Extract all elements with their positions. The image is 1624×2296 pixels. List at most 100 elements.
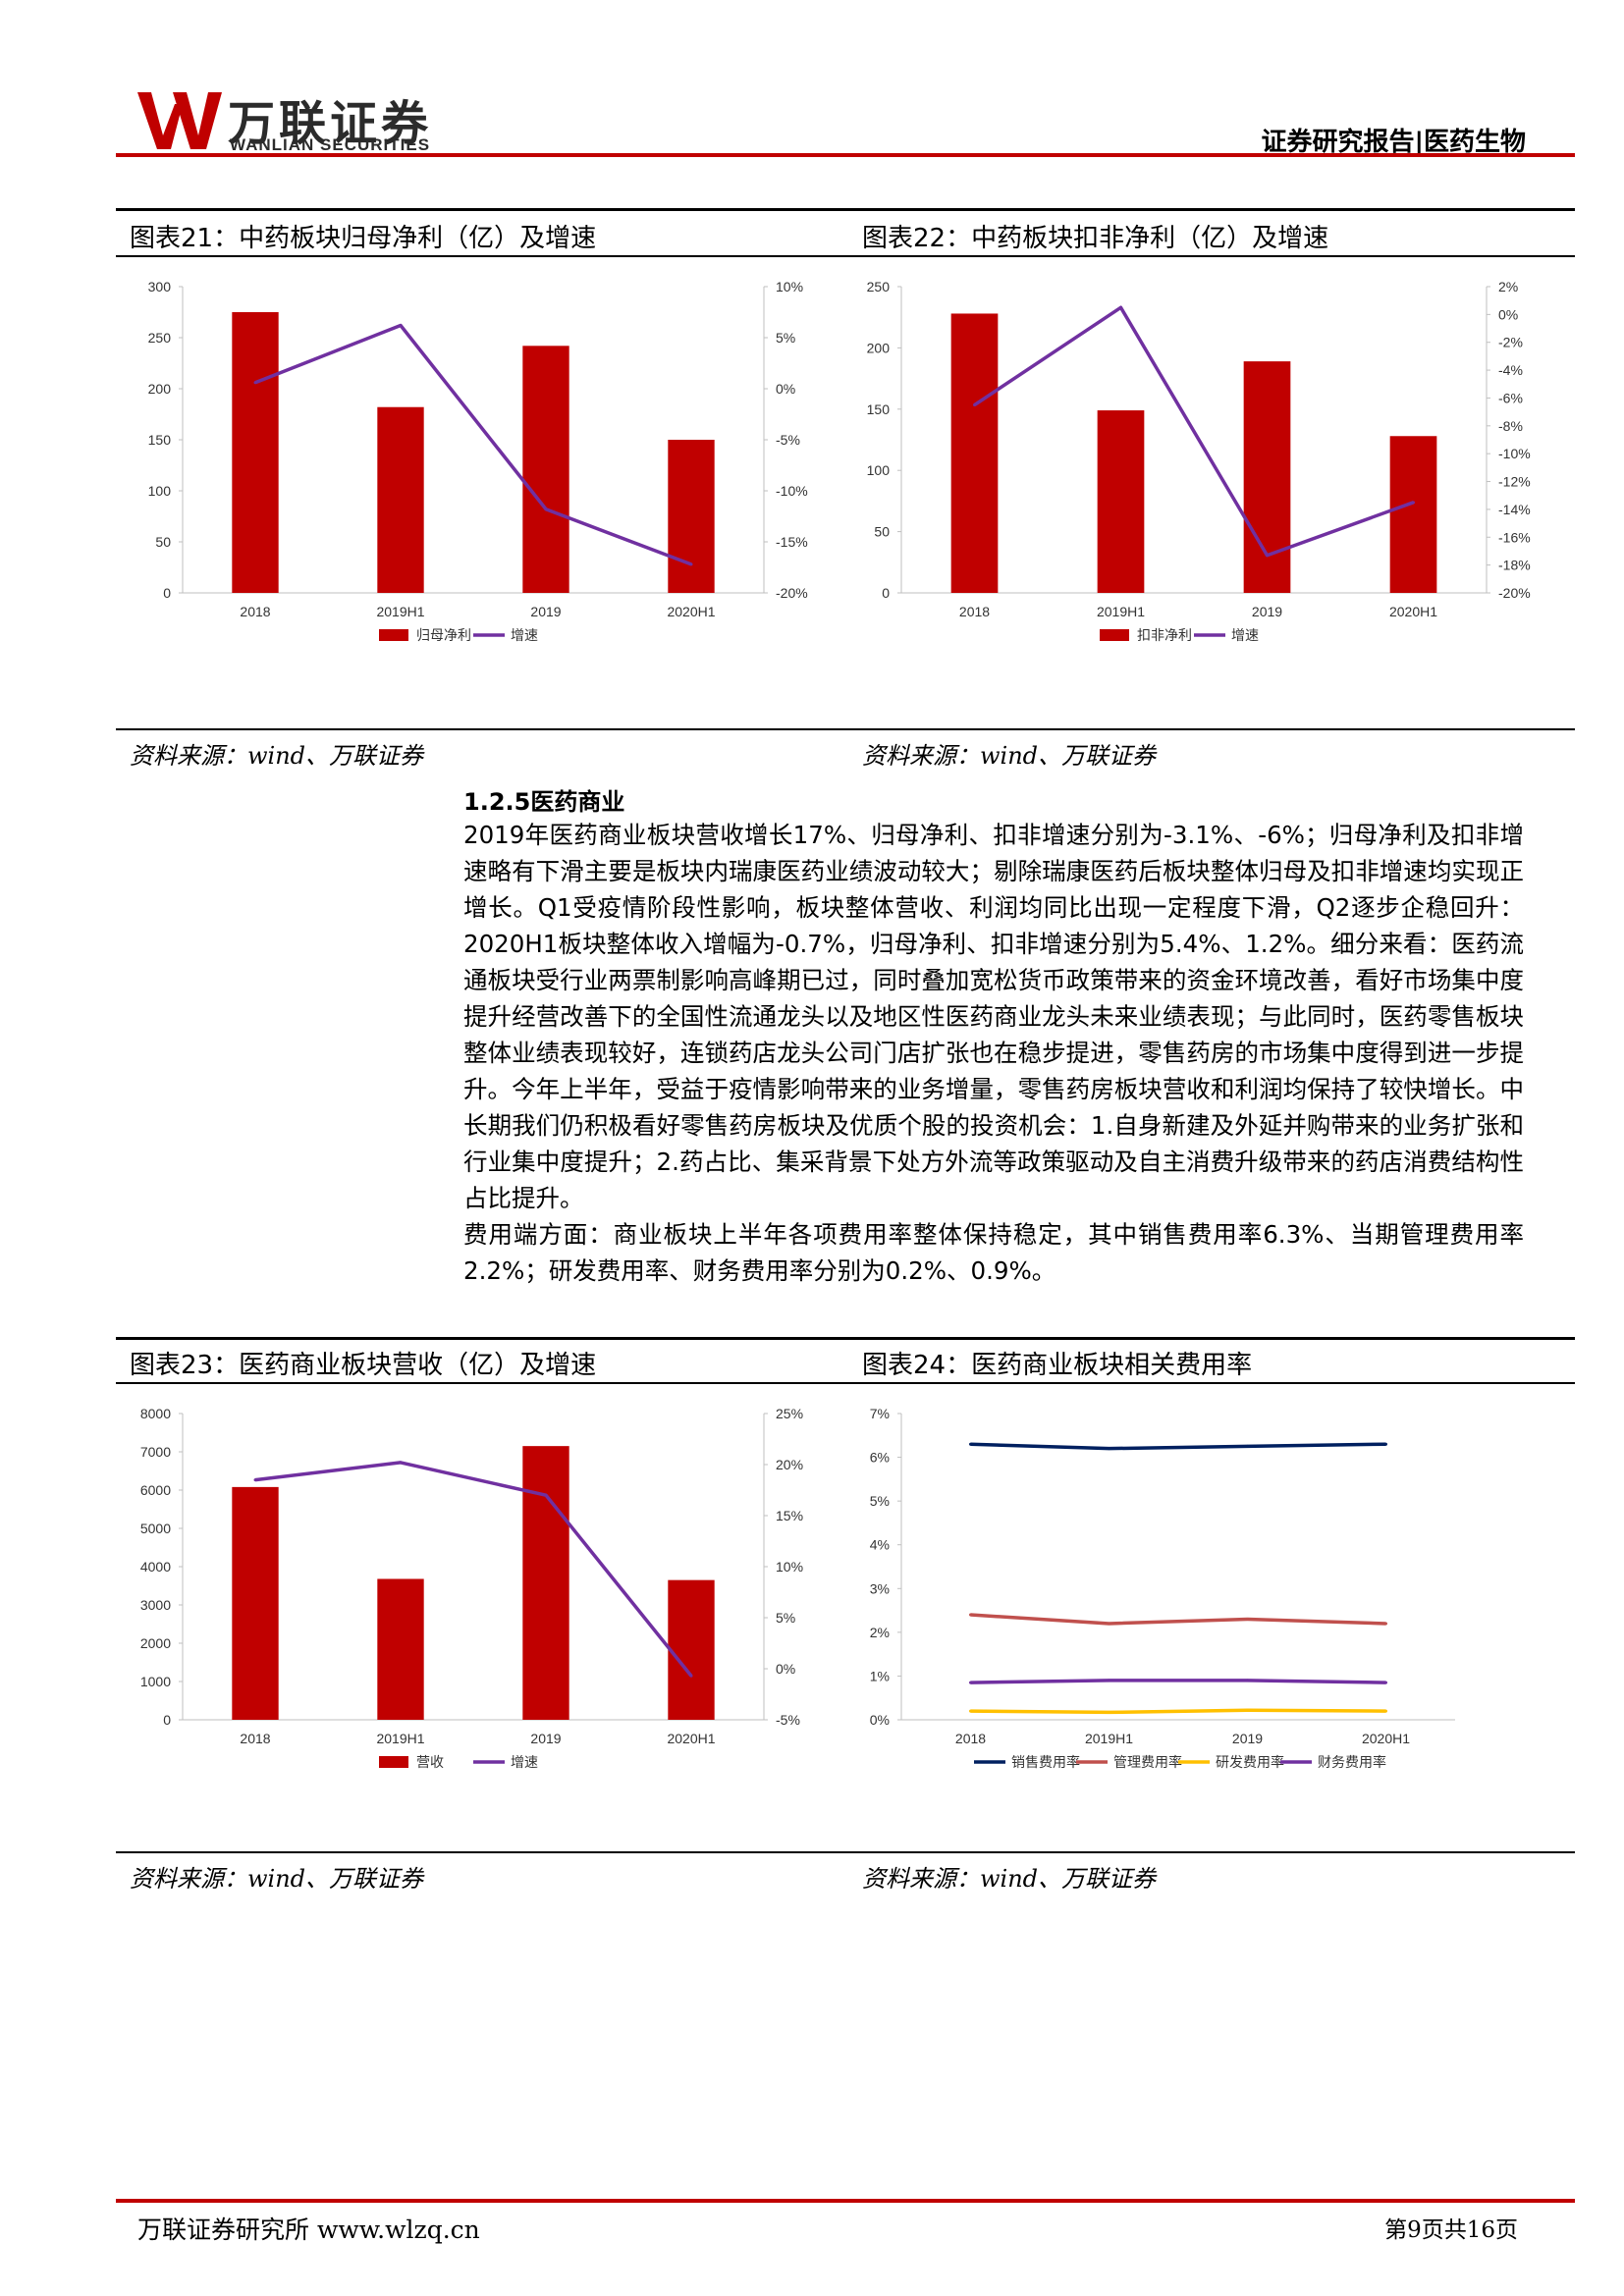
logo-text-en: WANLIAN SECURITIES [230, 135, 431, 154]
y-right-tick-label: 25% [776, 1406, 803, 1421]
legend-label: 管理费用率 [1113, 1754, 1182, 1770]
page-number: 第9页共16页 [1384, 2217, 1518, 2243]
series-line [970, 1613, 1386, 1626]
bar [232, 312, 279, 593]
series-point [1246, 1708, 1249, 1712]
footer-rule [116, 2199, 1575, 2203]
series-point [1384, 1442, 1387, 1446]
bar [668, 440, 715, 593]
y-tick-label: 1000 [140, 1674, 171, 1689]
series-point [969, 1681, 972, 1684]
body-paragraph: 费用端方面：商业板块上半年各项费用率整体保持稳定，其中销售费用率6.3%、当期管… [463, 1220, 1524, 1285]
bar [950, 313, 999, 593]
series-point [1246, 1679, 1249, 1682]
y-right-tick-label: 20% [776, 1457, 803, 1472]
x-tick-label: 2019 [530, 604, 561, 619]
figure-row1-top-rule [116, 208, 1575, 211]
series-point [1246, 1444, 1249, 1448]
header-rule [116, 153, 1575, 157]
y-right-tick-label: -12% [1498, 474, 1531, 490]
bar [377, 406, 424, 593]
y-tick-label: 200 [148, 381, 172, 397]
legend-label: 增速 [511, 627, 538, 643]
y-tick-label: 4% [870, 1537, 890, 1553]
bar [522, 346, 569, 593]
series-point [1412, 501, 1415, 505]
x-tick-label: 2020H1 [1362, 1731, 1410, 1746]
x-tick-label: 2018 [955, 1731, 986, 1746]
series-point [969, 1709, 972, 1713]
series-point [969, 1613, 972, 1617]
y-tick-label: 3000 [140, 1597, 171, 1613]
y-tick-label: 7000 [140, 1444, 171, 1460]
figure-row2-title-rule [116, 1382, 1575, 1384]
legend-label: 营收 [416, 1754, 444, 1770]
y-right-tick-label: 5% [776, 1610, 795, 1626]
series-point [253, 1478, 257, 1482]
series-point [253, 381, 257, 385]
y-right-tick-label: -4% [1498, 362, 1523, 378]
y-tick-label: 250 [867, 279, 891, 294]
series-point [544, 1493, 548, 1497]
series-point [399, 1461, 403, 1465]
x-tick-label: 2018 [959, 604, 990, 619]
chart-svg: 0 1000 2000 3000 4000 5000 6000 7000 8000 25% 20% 1… [140, 1406, 803, 1770]
y-right-tick-label: -14% [1498, 502, 1531, 517]
figure-row2-bottom-rule [116, 1851, 1575, 1853]
y-right-tick-label: 5% [776, 330, 795, 346]
bar [1243, 361, 1291, 593]
x-tick-label: 2019 [530, 1731, 561, 1746]
chart-svg: 0 50 100 150 200 250 2% 0% -2% -4% -6% -8% -10% -12% -… [867, 279, 1531, 643]
y-right-tick-label: -16% [1498, 529, 1531, 545]
bar [1097, 410, 1145, 593]
logo-text-cn: 万联证券 [228, 96, 433, 151]
x-tick-label: 2019 [1252, 604, 1282, 619]
chart-svg: 0 50 100 150 200 250 300 10% 5% 0% -5% -10% -15% -20%… [148, 279, 808, 643]
series-point [1119, 305, 1122, 309]
y-right-tick-label: 2% [1498, 279, 1518, 294]
x-tick-label: 2019 [1232, 1731, 1263, 1746]
series-line [973, 305, 1415, 558]
chart-24: 0% 1% 2% 3% 4% 5% 6% 7% 2018 2019H1 2019 2020H1 销售费用… [844, 1384, 1575, 1806]
series-point [1384, 1709, 1387, 1713]
y-right-tick-label: 15% [776, 1508, 803, 1523]
figure-22-title: 图表22：中药板块扣非净利（亿）及增速 [862, 224, 1329, 253]
figure-row1-bottom-rule [116, 728, 1575, 730]
y-right-tick-label: 0% [776, 381, 795, 397]
y-tick-label: 0 [163, 585, 171, 601]
y-right-tick-label: -5% [776, 432, 800, 448]
y-right-tick-label: -5% [776, 1712, 800, 1728]
series-line [254, 1461, 693, 1678]
bar [377, 1578, 424, 1720]
figure-21-title: 图表21：中药板块归母净利（亿）及增速 [130, 224, 597, 253]
figure-row2-top-rule [116, 1337, 1575, 1340]
series-point [973, 403, 976, 407]
y-tick-label: 300 [148, 279, 172, 294]
legend-swatch [379, 629, 408, 641]
figure-21-source: 资料来源：wind、万联证券 [130, 742, 424, 770]
y-tick-label: 6% [870, 1450, 890, 1466]
series-point [689, 1674, 693, 1678]
figure-24-source: 资料来源：wind、万联证券 [862, 1865, 1157, 1893]
series-point [1384, 1622, 1387, 1626]
legend-label: 增速 [1231, 627, 1259, 643]
y-right-tick-label: -18% [1498, 558, 1531, 573]
y-right-tick-label: 0% [1498, 306, 1518, 322]
legend-swatch [1100, 629, 1129, 641]
y-right-tick-label: -20% [1498, 585, 1531, 601]
y-right-tick-label: -6% [1498, 390, 1523, 405]
y-tick-label: 150 [148, 432, 172, 448]
y-tick-label: 5% [870, 1493, 890, 1509]
y-right-tick-label: -2% [1498, 335, 1523, 350]
figure-22-source: 资料来源：wind、万联证券 [862, 742, 1157, 770]
bar [522, 1446, 569, 1720]
report-category: 证券研究报告|医药生物 [1261, 128, 1527, 157]
legend-label: 研发费用率 [1216, 1754, 1284, 1770]
legend-swatch [379, 1756, 408, 1768]
legend-label: 归母净利 [416, 627, 471, 643]
figure-row1-title-rule [116, 255, 1575, 257]
series-point [1108, 1679, 1110, 1682]
series-point [1246, 1617, 1249, 1621]
y-tick-label: 2% [870, 1625, 890, 1640]
y-right-tick-label: 0% [776, 1661, 795, 1677]
